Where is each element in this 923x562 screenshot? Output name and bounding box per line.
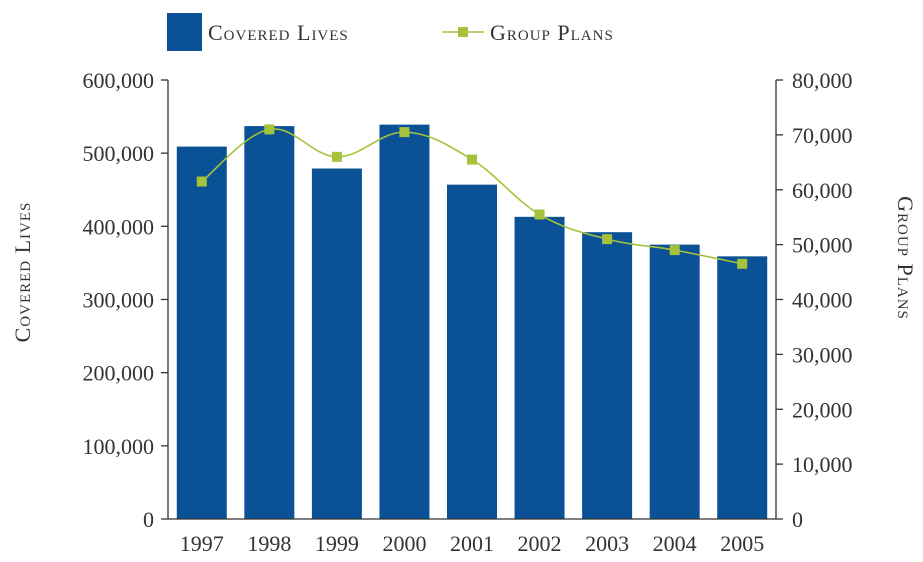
point-2005 xyxy=(737,258,748,269)
x-tick-label: 2002 xyxy=(518,531,562,556)
y-tick-labels-right: 0 10,000 20,000 30,000 40,000 50,000 60,000 70,… xyxy=(792,68,853,532)
y-tick-label-left: 100,000 xyxy=(83,434,155,459)
y-tick-label-right: 40,000 xyxy=(792,288,853,313)
y-tick-label-right: 50,000 xyxy=(792,233,853,258)
bars-group xyxy=(176,124,768,520)
x-tick-label: 2001 xyxy=(450,531,494,556)
legend-marker-group-plans xyxy=(458,27,468,37)
y-tick-label-right: 70,000 xyxy=(792,123,853,148)
axes-group xyxy=(161,79,783,520)
y-tick-label-left: 0 xyxy=(143,507,154,532)
bar-2000 xyxy=(379,124,430,520)
legend-label-group-plans: Group Plans xyxy=(490,20,614,45)
point-1997 xyxy=(196,176,207,187)
bar-1999 xyxy=(311,168,362,519)
x-tick-label: 2003 xyxy=(585,531,629,556)
legend: Covered Lives Group Plans xyxy=(167,13,614,51)
y-tick-label-right: 60,000 xyxy=(792,178,853,203)
legend-label-covered-lives: Covered Lives xyxy=(208,20,349,45)
point-1999 xyxy=(331,151,342,162)
bar-1998 xyxy=(244,126,295,519)
x-tick-label: 2004 xyxy=(653,531,697,556)
y-axis-title-left: Covered Lives xyxy=(10,202,35,343)
y-tick-label-left: 400,000 xyxy=(83,214,155,239)
x-tick-label: 1999 xyxy=(315,531,359,556)
y-axis-title-right: Group Plans xyxy=(893,196,918,320)
y-tick-label-right: 10,000 xyxy=(792,452,853,477)
y-tick-label-left: 600,000 xyxy=(83,68,155,93)
point-2000 xyxy=(399,127,410,138)
point-1998 xyxy=(264,124,275,135)
point-2003 xyxy=(602,234,613,245)
y-tick-labels-left: 0 100,000 200,000 300,000 400,000 500,000 600,… xyxy=(83,68,155,532)
y-tick-label-right: 80,000 xyxy=(792,68,853,93)
legend-swatch-covered-lives xyxy=(167,13,202,51)
y-tick-label-right: 30,000 xyxy=(792,342,853,367)
y-tick-label-right: 20,000 xyxy=(792,397,853,422)
x-tick-label: 1997 xyxy=(180,531,224,556)
line-series-group xyxy=(196,124,748,269)
x-tick-label: 2000 xyxy=(382,531,426,556)
bar-1997 xyxy=(176,146,227,519)
point-2004 xyxy=(669,245,680,256)
bar-2002 xyxy=(514,216,565,520)
point-2002 xyxy=(534,209,545,220)
x-tick-label: 2005 xyxy=(720,531,764,556)
y-tick-label-right: 0 xyxy=(792,507,803,532)
y-tick-label-left: 500,000 xyxy=(83,141,155,166)
point-2001 xyxy=(467,154,477,165)
y-tick-label-left: 200,000 xyxy=(83,361,155,386)
x-tick-label: 1998 xyxy=(247,531,291,556)
x-tick-labels: 1997 1998 1999 2000 2001 2002 2003 2004 2005 xyxy=(180,531,764,556)
bar-2004 xyxy=(649,244,700,519)
bar-2005 xyxy=(717,256,768,519)
bar-2003 xyxy=(582,232,633,520)
y-tick-label-left: 300,000 xyxy=(83,288,155,313)
bar-2001 xyxy=(447,184,497,519)
